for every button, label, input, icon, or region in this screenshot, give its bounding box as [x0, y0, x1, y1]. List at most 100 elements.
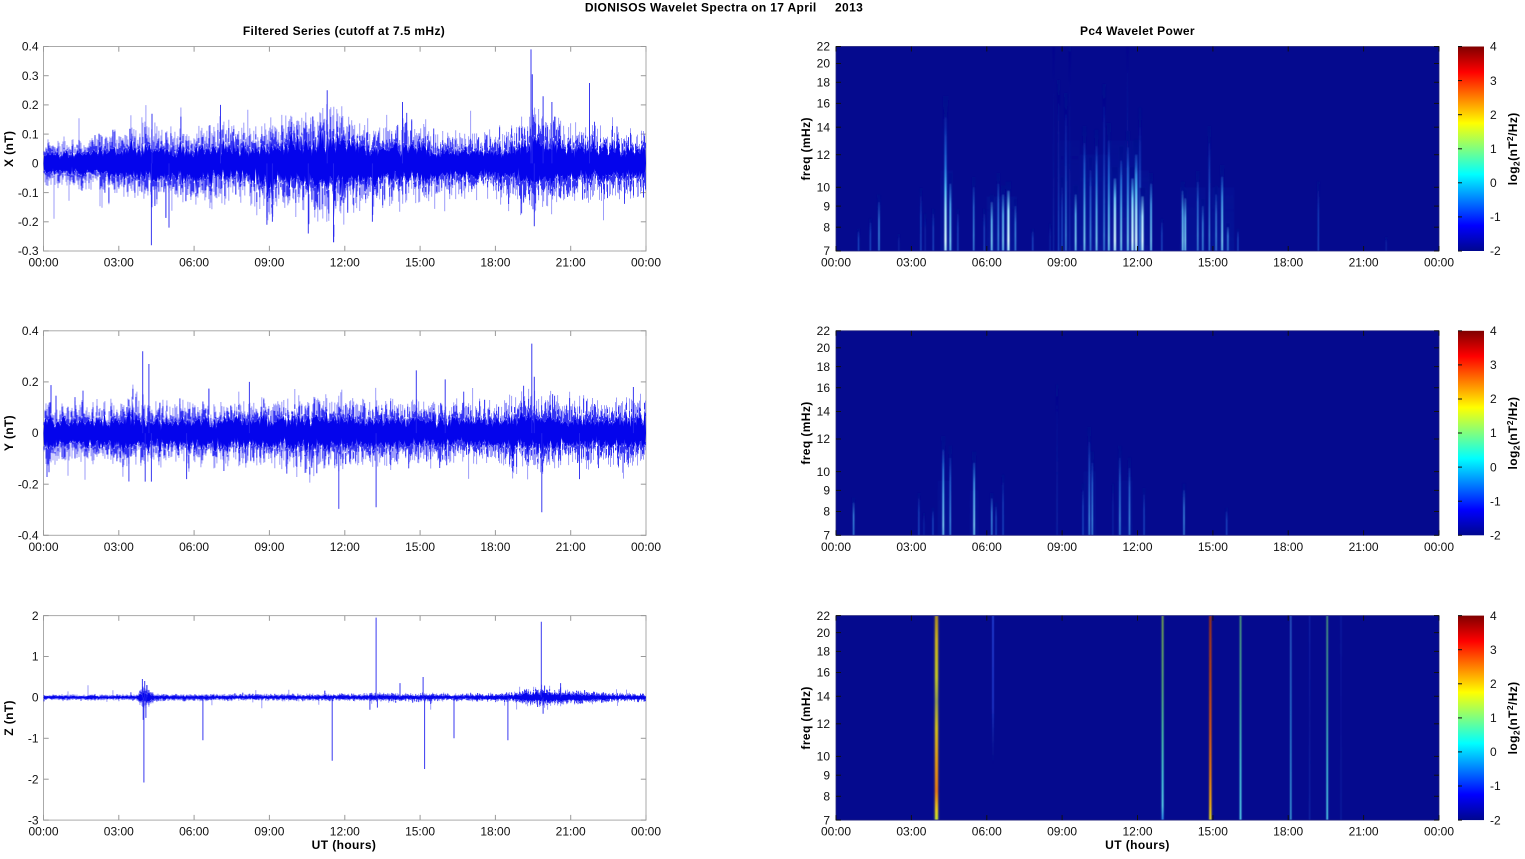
svg-text:03:00: 03:00: [896, 825, 926, 839]
svg-text:12:00: 12:00: [1122, 825, 1152, 839]
svg-text:09:00: 09:00: [1047, 825, 1077, 839]
svg-text:-0.1: -0.1: [18, 186, 39, 200]
svg-text:4: 4: [1490, 324, 1497, 338]
svg-text:22: 22: [817, 324, 831, 338]
svg-text:00:00: 00:00: [631, 256, 661, 270]
svg-text:9: 9: [823, 768, 830, 782]
svg-text:15:00: 15:00: [1198, 825, 1228, 839]
svg-text:16: 16: [817, 97, 831, 111]
svg-text:-2: -2: [28, 772, 39, 786]
svg-text:00:00: 00:00: [1424, 256, 1454, 270]
svg-text:log2(nT2/Hz): log2(nT2/Hz): [1505, 681, 1522, 754]
svg-text:10: 10: [817, 465, 831, 479]
svg-text:9: 9: [823, 199, 830, 213]
svg-text:0.2: 0.2: [22, 98, 39, 112]
svg-text:0: 0: [32, 691, 39, 705]
svg-text:-0.2: -0.2: [18, 477, 39, 491]
svg-text:7: 7: [823, 813, 830, 827]
svg-text:10: 10: [817, 181, 831, 195]
svg-text:12: 12: [817, 148, 831, 162]
svg-text:X (nT): X (nT): [2, 131, 16, 167]
svg-text:09:00: 09:00: [1047, 256, 1077, 270]
svg-text:-1: -1: [1490, 210, 1501, 224]
svg-text:-1: -1: [1490, 779, 1501, 793]
svg-text:15:00: 15:00: [405, 540, 435, 554]
svg-text:-1: -1: [1490, 494, 1501, 508]
svg-text:15:00: 15:00: [1198, 540, 1228, 554]
svg-text:14: 14: [817, 405, 831, 419]
svg-text:18: 18: [817, 76, 831, 90]
svg-text:09:00: 09:00: [254, 256, 284, 270]
svg-text:1: 1: [32, 650, 39, 664]
svg-text:06:00: 06:00: [972, 825, 1002, 839]
svg-text:3: 3: [1490, 358, 1497, 372]
svg-text:06:00: 06:00: [972, 540, 1002, 554]
svg-text:12:00: 12:00: [330, 540, 360, 554]
svg-text:18: 18: [817, 645, 831, 659]
svg-text:-1: -1: [28, 732, 39, 746]
svg-text:Z (nT): Z (nT): [2, 700, 16, 736]
svg-text:14: 14: [817, 120, 831, 134]
svg-text:12:00: 12:00: [1122, 256, 1152, 270]
svg-text:09:00: 09:00: [254, 825, 284, 839]
svg-text:-2: -2: [1490, 813, 1501, 827]
svg-text:00:00: 00:00: [1424, 540, 1454, 554]
svg-text:21:00: 21:00: [1349, 825, 1379, 839]
svg-text:2: 2: [1490, 677, 1497, 691]
svg-text:03:00: 03:00: [104, 256, 134, 270]
svg-text:00:00: 00:00: [821, 256, 851, 270]
svg-text:-2: -2: [1490, 529, 1501, 543]
svg-text:0.4: 0.4: [22, 324, 39, 338]
svg-text:15:00: 15:00: [405, 825, 435, 839]
svg-text:12:00: 12:00: [330, 256, 360, 270]
svg-text:00:00: 00:00: [821, 540, 851, 554]
svg-text:freq (mHz): freq (mHz): [799, 117, 813, 180]
svg-text:UT (hours): UT (hours): [1105, 838, 1170, 852]
svg-text:8: 8: [823, 220, 830, 234]
svg-text:03:00: 03:00: [104, 825, 134, 839]
svg-text:03:00: 03:00: [896, 540, 926, 554]
svg-text:18: 18: [817, 360, 831, 374]
svg-text:freq (mHz): freq (mHz): [799, 401, 813, 464]
svg-text:12: 12: [817, 432, 831, 446]
svg-text:UT (hours): UT (hours): [312, 838, 377, 852]
svg-text:3: 3: [1490, 74, 1497, 88]
svg-text:09:00: 09:00: [254, 540, 284, 554]
svg-text:00:00: 00:00: [28, 825, 58, 839]
svg-text:21:00: 21:00: [556, 256, 586, 270]
svg-text:00:00: 00:00: [631, 825, 661, 839]
svg-text:10: 10: [817, 750, 831, 764]
svg-text:22: 22: [817, 40, 831, 54]
svg-text:12:00: 12:00: [1122, 540, 1152, 554]
svg-text:06:00: 06:00: [179, 825, 209, 839]
svg-text:06:00: 06:00: [179, 540, 209, 554]
svg-text:0: 0: [1490, 176, 1497, 190]
svg-text:8: 8: [823, 505, 830, 519]
svg-text:-3: -3: [28, 813, 39, 827]
svg-text:9: 9: [823, 484, 830, 498]
svg-text:16: 16: [817, 381, 831, 395]
svg-text:21:00: 21:00: [1349, 540, 1379, 554]
svg-text:Filtered Series (cutoff at 7.5: Filtered Series (cutoff at 7.5 mHz): [243, 24, 445, 38]
svg-text:03:00: 03:00: [104, 540, 134, 554]
svg-text:18:00: 18:00: [1273, 825, 1303, 839]
svg-text:-0.2: -0.2: [18, 215, 39, 229]
svg-text:16: 16: [817, 666, 831, 680]
svg-text:22: 22: [817, 609, 831, 623]
svg-text:2: 2: [1490, 108, 1497, 122]
svg-text:4: 4: [1490, 40, 1497, 54]
svg-text:18:00: 18:00: [1273, 256, 1303, 270]
svg-text:0: 0: [1490, 460, 1497, 474]
svg-text:18:00: 18:00: [480, 256, 510, 270]
svg-text:18:00: 18:00: [1273, 540, 1303, 554]
svg-text:1: 1: [1490, 711, 1497, 725]
svg-text:0.3: 0.3: [22, 69, 39, 83]
svg-text:7: 7: [823, 529, 830, 543]
svg-text:06:00: 06:00: [972, 256, 1002, 270]
svg-text:20: 20: [817, 341, 831, 355]
svg-text:00:00: 00:00: [631, 540, 661, 554]
svg-text:1: 1: [1490, 426, 1497, 440]
svg-text:7: 7: [823, 244, 830, 258]
svg-text:21:00: 21:00: [556, 825, 586, 839]
svg-text:0.4: 0.4: [22, 40, 39, 54]
